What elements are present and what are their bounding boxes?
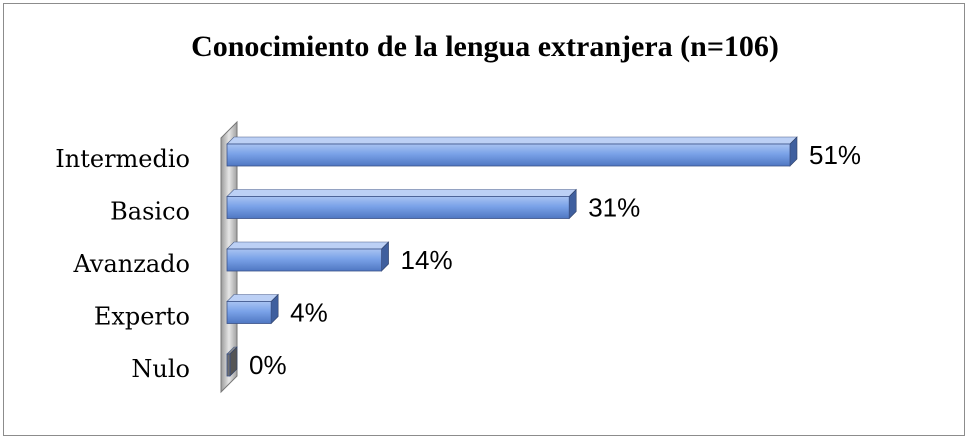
value-label-avanzado: 14%	[401, 245, 453, 275]
value-label-nulo: 0%	[249, 350, 287, 380]
bar-basico	[226, 188, 577, 220]
bar-avanzado	[226, 241, 390, 272]
category-label-nulo: Nulo	[131, 355, 190, 383]
category-label-experto: Experto	[94, 303, 190, 331]
value-label-intermedio: 51%	[809, 140, 861, 170]
bar-intermedio	[226, 136, 798, 167]
chart-title: Conocimiento de la lengua extranjera (n=…	[191, 30, 779, 63]
category-label-avanzado: Avanzado	[73, 250, 190, 278]
value-label-basico: 31%	[588, 193, 640, 223]
category-label-basico: Basico	[110, 198, 190, 226]
bar-experto	[226, 293, 279, 325]
chart-frame	[3, 3, 965, 436]
value-label-experto: 4%	[290, 298, 328, 328]
bar-nulo	[226, 346, 238, 377]
category-label-intermedio: Intermedio	[55, 145, 190, 173]
